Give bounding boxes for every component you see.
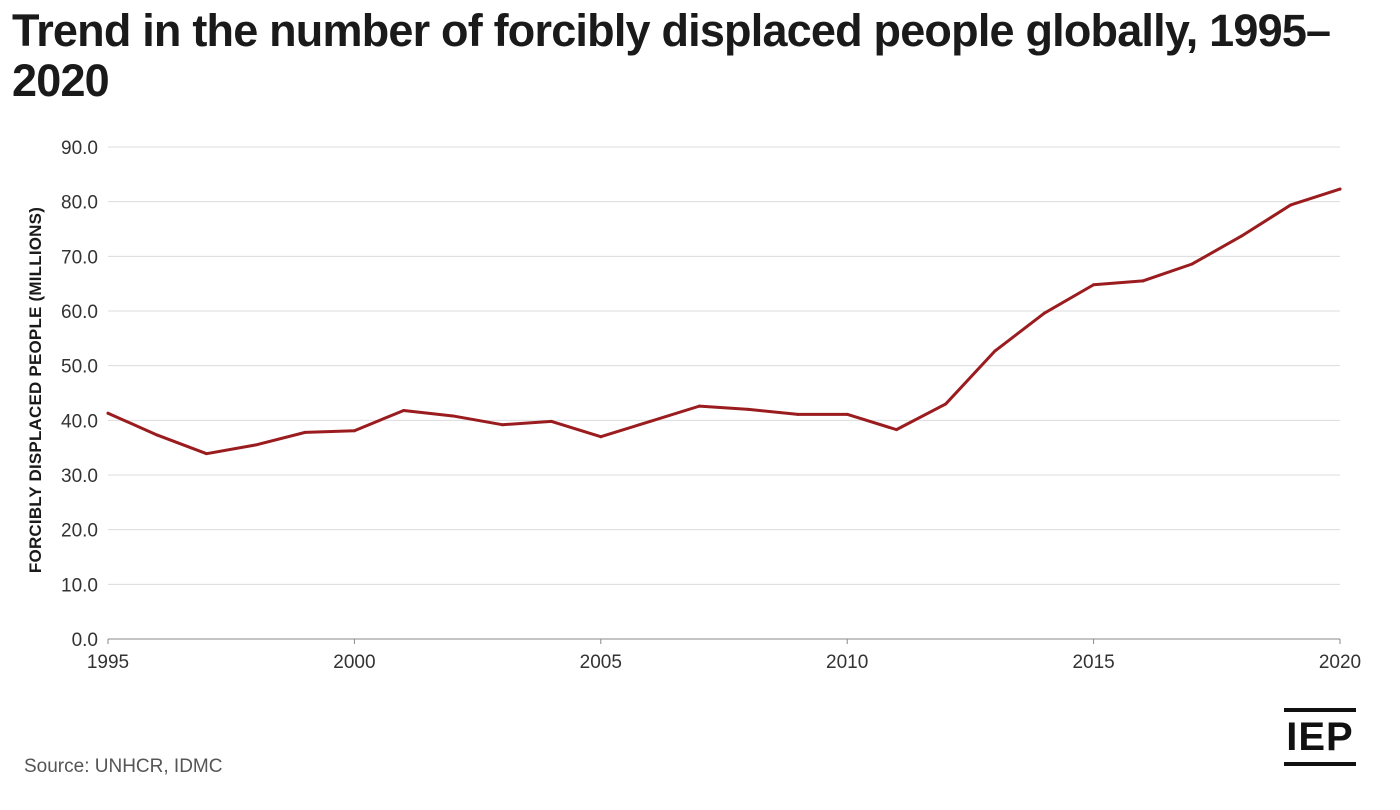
data-point xyxy=(352,429,356,433)
logo-text: IEP xyxy=(1286,715,1354,759)
data-point xyxy=(845,412,849,416)
data-point xyxy=(254,443,258,447)
y-tick-label: 40.0 xyxy=(61,411,98,432)
y-tick-label: 10.0 xyxy=(61,575,98,596)
y-tick-label: 60.0 xyxy=(61,302,98,323)
data-point xyxy=(1239,234,1243,238)
data-point xyxy=(205,452,209,456)
data-point xyxy=(1042,311,1046,315)
data-point xyxy=(402,408,406,412)
y-tick-label: 50.0 xyxy=(61,357,98,378)
chart-title: Trend in the number of forcibly displace… xyxy=(12,5,1331,106)
y-tick-label: 80.0 xyxy=(61,193,98,214)
data-point xyxy=(747,407,751,411)
series-layer xyxy=(106,187,1342,456)
data-point xyxy=(106,411,110,415)
y-tick-label: 90.0 xyxy=(61,138,98,159)
data-point xyxy=(1190,262,1194,266)
series-line-0 xyxy=(106,187,1342,456)
data-point xyxy=(894,428,898,432)
data-point xyxy=(599,435,603,439)
x-tick-label: 2010 xyxy=(826,652,868,673)
data-point xyxy=(550,419,554,423)
data-point xyxy=(1338,187,1342,191)
data-point xyxy=(500,423,504,427)
x-tick-label: 2015 xyxy=(1072,652,1114,673)
grid-lines xyxy=(108,146,1340,585)
source-note: Source: UNHCR, IDMC xyxy=(24,756,223,777)
logo-bottom-bar xyxy=(1284,762,1356,766)
data-point xyxy=(1289,203,1293,207)
data-point xyxy=(1141,279,1145,283)
data-point xyxy=(155,433,159,437)
x-axis-tick-labels: 1995 2000 2005 2010 2015 2020 xyxy=(87,652,1361,673)
x-tick-label: 2000 xyxy=(333,652,375,673)
logo-top-bar xyxy=(1284,708,1356,712)
y-tick-label: 70.0 xyxy=(61,247,98,268)
iep-logo: IEP xyxy=(1284,708,1356,766)
x-tick-label: 1995 xyxy=(87,652,129,673)
data-point xyxy=(303,430,307,434)
data-point xyxy=(1092,283,1096,287)
data-point xyxy=(796,412,800,416)
x-tick-label: 2020 xyxy=(1319,652,1361,673)
x-tick-label: 2005 xyxy=(580,652,622,673)
data-point xyxy=(451,414,455,418)
y-axis-tick-labels: 0.0 10.0 20.0 30.0 40.0 50.0 60.0 70.0 80.0 90.0 xyxy=(61,138,98,651)
y-tick-label: 30.0 xyxy=(61,466,98,487)
y-tick-label: 20.0 xyxy=(61,521,98,542)
data-point xyxy=(993,349,997,353)
x-axis xyxy=(107,638,1341,644)
y-axis-title: FORCIBLY DISPLACED PEOPLE (MILLIONS) xyxy=(26,207,45,573)
data-point xyxy=(697,404,701,408)
data-point xyxy=(648,419,652,423)
y-tick-label: 0.0 xyxy=(72,630,98,651)
data-point xyxy=(944,402,948,406)
